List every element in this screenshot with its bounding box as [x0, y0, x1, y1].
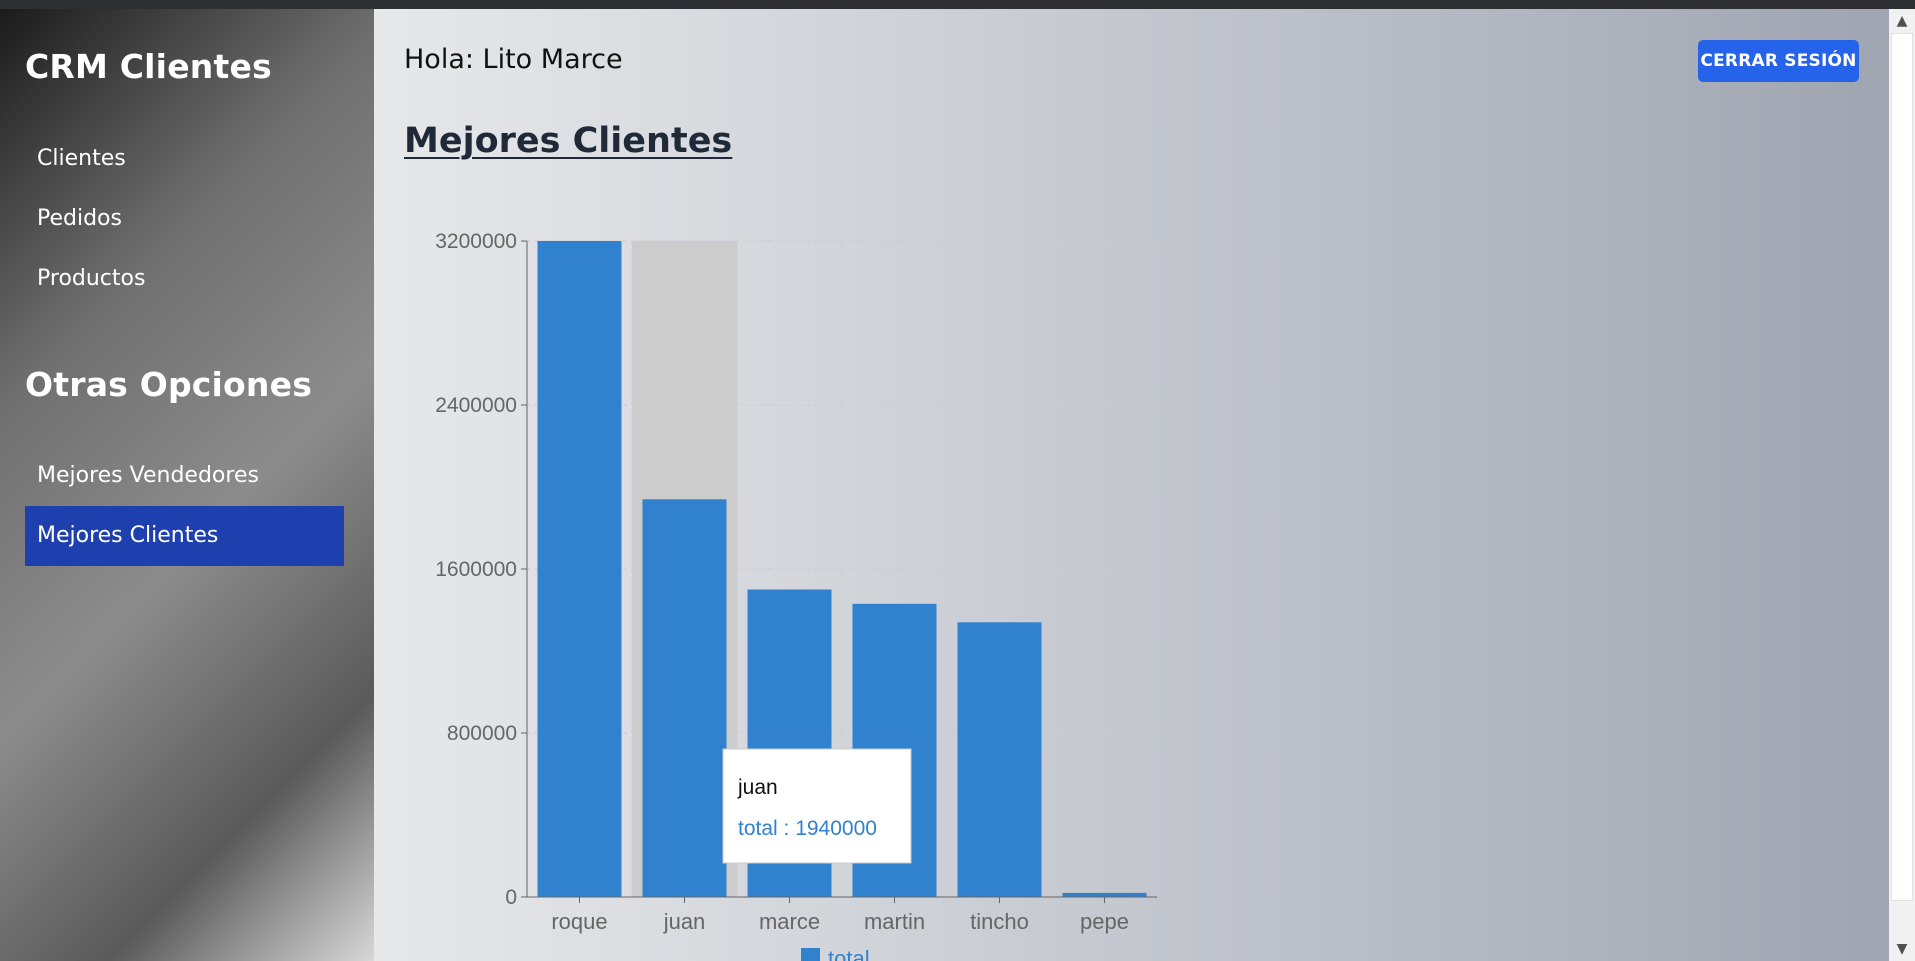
y-tick-label: 800000	[447, 722, 517, 745]
main-content: Hola: Lito Marce CERRAR SESIÓN Mejores C…	[374, 9, 1889, 961]
tooltip-value: total : 1940000	[738, 817, 877, 840]
sidebar-item-pedidos[interactable]: Pedidos	[37, 206, 122, 231]
bar-roque	[537, 241, 622, 897]
page-title: Mejores Clientes	[404, 121, 733, 161]
bar-pepe	[1062, 892, 1147, 897]
y-tick-label: 1600000	[435, 558, 517, 581]
logout-button[interactable]: CERRAR SESIÓN	[1698, 40, 1859, 82]
legend-label: total	[828, 946, 870, 961]
x-tick-label: marce	[759, 909, 820, 934]
other-nav: Mejores Vendedores Mejores Clientes	[25, 446, 344, 566]
tooltip-category: juan	[737, 776, 778, 799]
x-tick-label: pepe	[1080, 909, 1129, 934]
sidebar-item-mejores-clientes[interactable]: Mejores Clientes	[25, 506, 344, 566]
chart-legend: total	[801, 946, 870, 961]
section-title-otras-opciones: Otras Opciones	[25, 365, 313, 404]
y-tick-label: 3200000	[435, 230, 517, 253]
x-tick-label: roque	[551, 909, 607, 934]
scroll-down-icon[interactable]: ▼	[1896, 941, 1908, 957]
user-greeting: Hola: Lito Marce	[404, 44, 623, 75]
bar-juan	[642, 499, 727, 897]
x-tick-label: martin	[864, 909, 925, 934]
window-top-bar	[0, 0, 1915, 9]
tooltip-box	[722, 748, 912, 864]
legend-swatch	[801, 948, 820, 961]
y-tick-label: 2400000	[435, 394, 517, 417]
main-nav: Clientes Pedidos Productos	[25, 129, 344, 309]
chart-tooltip: juan total : 1940000	[722, 748, 912, 864]
bar-tincho	[957, 622, 1042, 897]
sidebar-item-productos[interactable]: Productos	[37, 266, 146, 291]
sidebar-item-mejores-vendedores[interactable]: Mejores Vendedores	[37, 463, 259, 488]
scroll-up-icon[interactable]: ▲	[1896, 13, 1908, 29]
vertical-scrollbar[interactable]: ▲ ▼	[1889, 9, 1915, 961]
x-tick-label: tincho	[970, 909, 1029, 934]
x-tick-label: juan	[663, 909, 706, 934]
sidebar: CRM Clientes Clientes Pedidos Productos …	[0, 9, 374, 961]
app-brand: CRM Clientes	[25, 47, 272, 86]
y-tick-label: 0	[505, 886, 517, 909]
sidebar-item-clientes[interactable]: Clientes	[37, 146, 126, 171]
scrollbar-thumb[interactable]	[1891, 33, 1913, 901]
bar-chart: 0 800000 1600000 2400000 3200000 roque juan mar…	[435, 230, 1158, 961]
